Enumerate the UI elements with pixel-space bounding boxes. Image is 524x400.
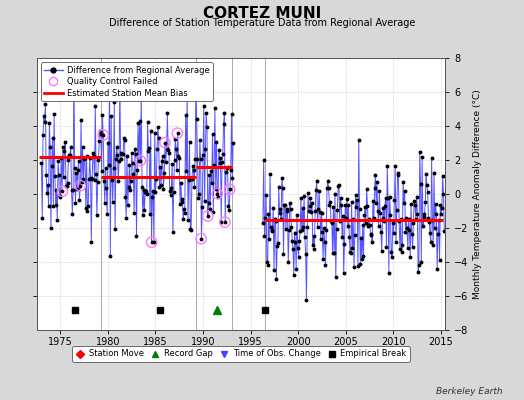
- Point: [136, 158, 145, 164]
- Point: [213, 190, 222, 197]
- Legend: Station Move, Record Gap, Time of Obs. Change, Empirical Break: Station Move, Record Gap, Time of Obs. C…: [72, 346, 410, 362]
- Point: [147, 239, 156, 245]
- Point: [76, 182, 84, 189]
- Legend: Difference from Regional Average, Quality Control Failed, Estimated Station Mean: Difference from Regional Average, Qualit…: [41, 62, 213, 101]
- Text: Berkeley Earth: Berkeley Earth: [436, 387, 503, 396]
- Point: [225, 186, 234, 192]
- Point: [204, 213, 212, 219]
- Y-axis label: Monthly Temperature Anomaly Difference (°C): Monthly Temperature Anomaly Difference (…: [473, 89, 482, 299]
- Point: [221, 219, 229, 225]
- Point: [99, 132, 107, 138]
- Point: [58, 188, 67, 194]
- Point: [173, 130, 181, 136]
- Point: [161, 140, 169, 146]
- Text: CORTEZ MUNI: CORTEZ MUNI: [203, 6, 321, 21]
- Text: Difference of Station Temperature Data from Regional Average: Difference of Station Temperature Data f…: [109, 18, 415, 28]
- Point: [197, 236, 205, 242]
